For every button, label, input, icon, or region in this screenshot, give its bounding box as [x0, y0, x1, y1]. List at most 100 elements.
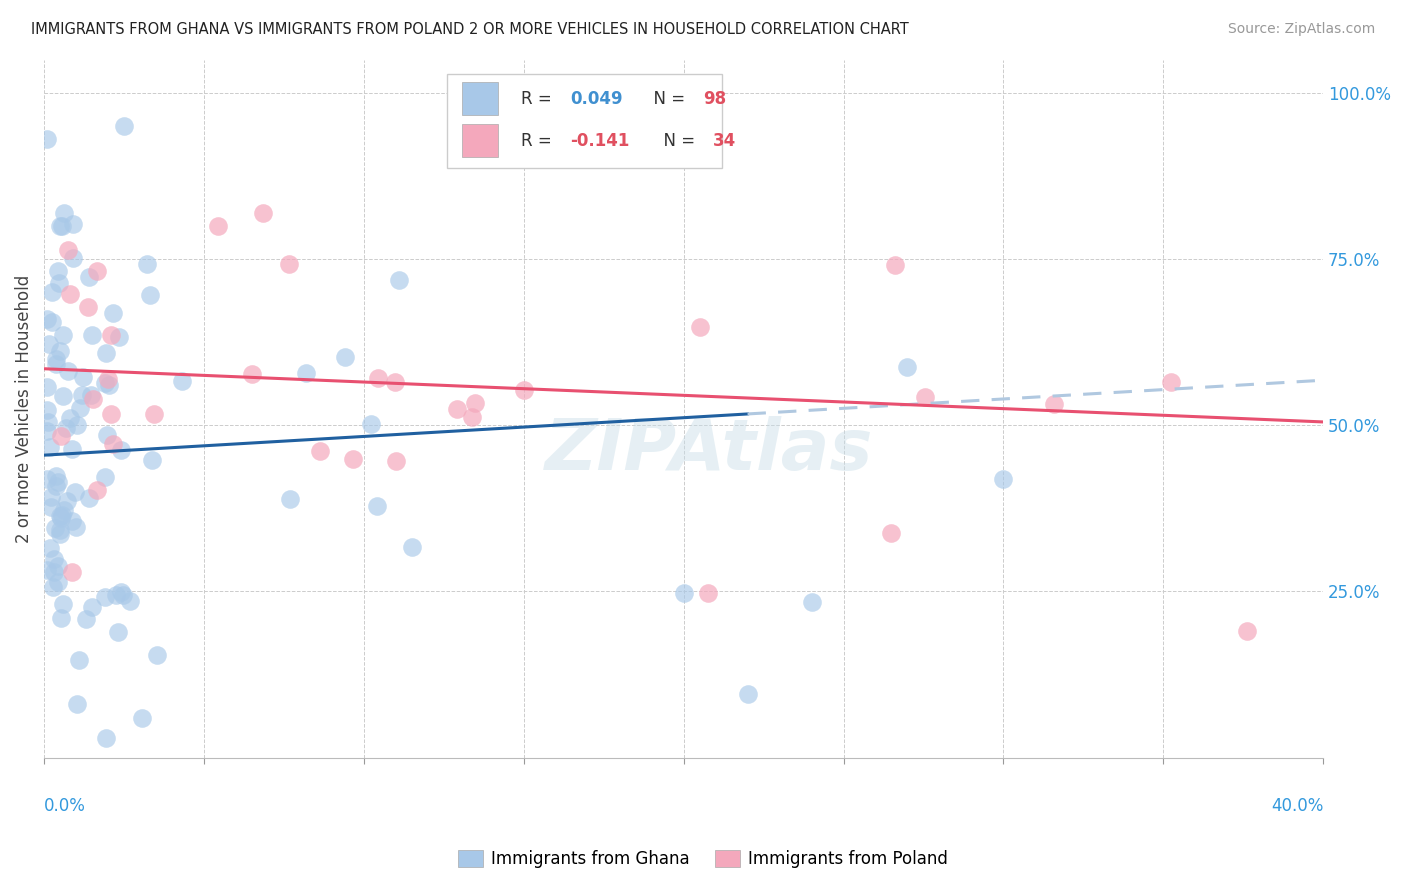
- Point: [48, 276, 70, 290]
- Point: [41, 314, 63, 328]
- Point: [172, 374, 194, 388]
- Point: [96, 428, 118, 442]
- Point: [38, 337, 60, 351]
- Point: [39, 440, 62, 454]
- Point: [48, 527, 70, 541]
- Point: [86, 264, 108, 278]
- Point: [48, 343, 70, 358]
- Point: [111, 589, 134, 603]
- Point: [101, 436, 124, 450]
- Point: [993, 472, 1015, 486]
- Point: [62, 252, 84, 266]
- Point: [58, 243, 80, 257]
- Point: [37, 132, 59, 146]
- Point: [97, 372, 120, 386]
- Point: [51, 429, 73, 443]
- Point: [41, 285, 63, 300]
- Point: [49, 611, 72, 625]
- Point: [689, 319, 711, 334]
- Point: [252, 205, 274, 219]
- Text: R =: R =: [522, 90, 557, 108]
- Point: [45, 479, 67, 493]
- Bar: [463, 124, 498, 157]
- Y-axis label: 2 or more Vehicles in Household: 2 or more Vehicles in Household: [15, 275, 32, 542]
- Point: [39, 490, 62, 504]
- Text: 98: 98: [703, 90, 725, 108]
- Text: N =: N =: [652, 132, 700, 150]
- Point: [37, 380, 59, 394]
- Text: IMMIGRANTS FROM GHANA VS IMMIGRANTS FROM POLAND 2 OR MORE VEHICLES IN HOUSEHOLD : IMMIGRANTS FROM GHANA VS IMMIGRANTS FROM…: [31, 22, 908, 37]
- Point: [42, 565, 65, 579]
- Point: [278, 492, 301, 507]
- Point: [93, 470, 115, 484]
- Point: [446, 401, 468, 416]
- Point: [146, 648, 169, 663]
- Point: [800, 595, 823, 609]
- Point: [110, 443, 132, 458]
- Point: [401, 540, 423, 554]
- Point: [94, 346, 117, 360]
- Point: [143, 407, 166, 421]
- Point: [94, 731, 117, 745]
- Point: [883, 258, 905, 272]
- Point: [65, 519, 87, 533]
- Point: [367, 371, 389, 385]
- Point: [309, 443, 332, 458]
- Point: [45, 469, 67, 483]
- Point: [82, 600, 104, 615]
- Point: [914, 391, 936, 405]
- Point: [49, 219, 72, 233]
- Point: [53, 502, 76, 516]
- Text: 40.0%: 40.0%: [1271, 797, 1323, 814]
- Point: [52, 205, 75, 219]
- Point: [46, 475, 69, 490]
- Point: [77, 300, 100, 314]
- Text: 0.0%: 0.0%: [44, 797, 86, 814]
- Point: [77, 269, 100, 284]
- Point: [240, 368, 263, 382]
- Point: [672, 586, 695, 600]
- Point: [277, 257, 299, 271]
- Point: [360, 417, 382, 431]
- Point: [1043, 396, 1066, 410]
- Legend: Immigrants from Ghana, Immigrants from Poland: Immigrants from Ghana, Immigrants from P…: [451, 843, 955, 875]
- Point: [101, 306, 124, 320]
- Point: [94, 590, 117, 604]
- Point: [72, 370, 94, 384]
- Text: 34: 34: [713, 132, 737, 150]
- Point: [136, 257, 159, 271]
- Point: [82, 392, 104, 406]
- Point: [42, 580, 65, 594]
- Point: [86, 483, 108, 497]
- Point: [37, 424, 59, 438]
- Point: [63, 485, 86, 500]
- Point: [37, 563, 59, 577]
- Text: Source: ZipAtlas.com: Source: ZipAtlas.com: [1227, 22, 1375, 37]
- Point: [62, 217, 84, 231]
- Point: [108, 330, 131, 344]
- Point: [1160, 375, 1182, 389]
- Point: [104, 588, 127, 602]
- Point: [39, 500, 62, 515]
- Point: [60, 514, 83, 528]
- Text: N =: N =: [643, 90, 690, 108]
- Point: [80, 328, 103, 343]
- Point: [37, 402, 59, 417]
- Point: [51, 510, 73, 524]
- Point: [55, 420, 77, 434]
- Point: [513, 383, 536, 397]
- Point: [49, 523, 72, 537]
- Point: [52, 597, 75, 611]
- Point: [52, 328, 75, 343]
- Text: R =: R =: [522, 132, 557, 150]
- Point: [118, 594, 141, 608]
- Point: [460, 410, 482, 425]
- Text: -0.141: -0.141: [569, 132, 628, 150]
- Point: [366, 499, 388, 513]
- Point: [384, 375, 406, 389]
- Point: [110, 584, 132, 599]
- Point: [70, 387, 93, 401]
- Point: [37, 472, 59, 486]
- Point: [112, 119, 135, 133]
- Point: [1236, 624, 1258, 639]
